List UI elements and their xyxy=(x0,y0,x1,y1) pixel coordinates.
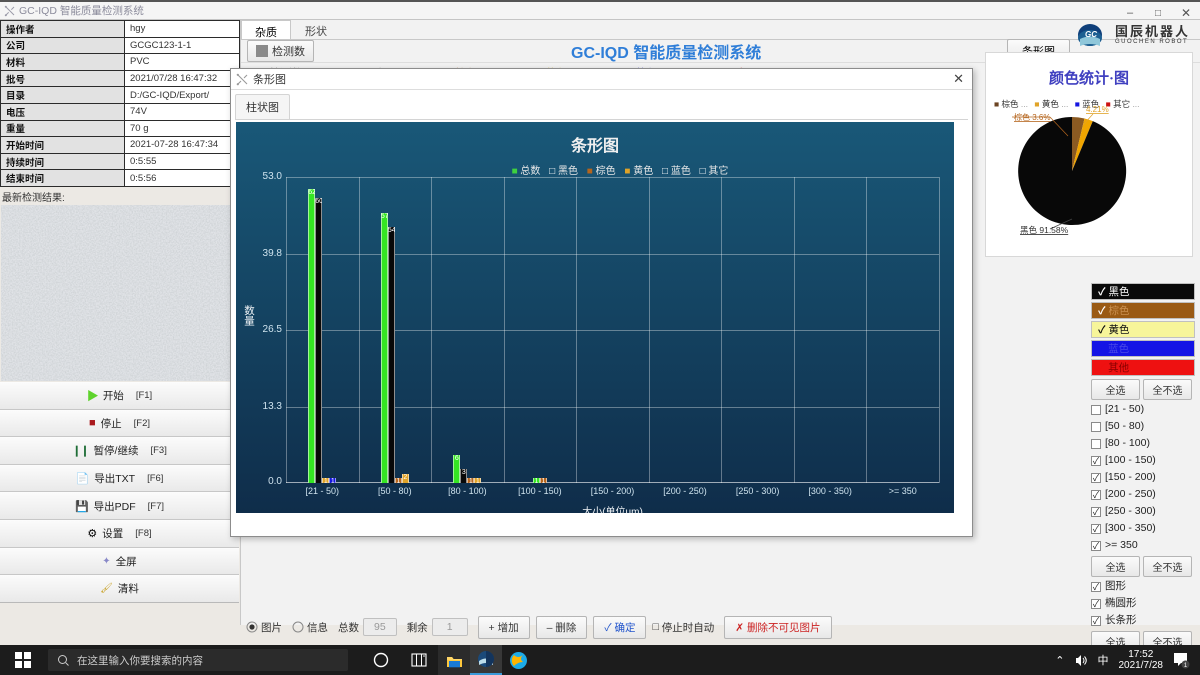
svg-text:GC: GC xyxy=(1085,30,1097,39)
svg-text:黑色 91.58%: 黑色 91.58% xyxy=(1020,225,1069,235)
svg-text:4.21%: 4.21% xyxy=(1086,105,1109,114)
svg-text:棕色 3.6%: 棕色 3.6% xyxy=(1014,112,1050,122)
